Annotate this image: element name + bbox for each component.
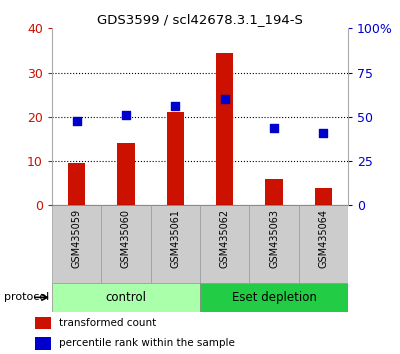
Text: GSM435063: GSM435063 — [269, 209, 279, 268]
Point — [123, 112, 129, 118]
Bar — [68, 163, 85, 205]
Point — [74, 118, 80, 124]
Point — [320, 130, 326, 136]
Bar — [299, 205, 348, 283]
Text: GSM435060: GSM435060 — [121, 209, 131, 268]
Text: GSM435061: GSM435061 — [170, 209, 180, 268]
Bar — [52, 283, 200, 312]
Point — [222, 96, 228, 102]
Bar — [200, 283, 348, 312]
Text: control: control — [106, 291, 146, 304]
Text: GSM435064: GSM435064 — [318, 209, 328, 268]
Bar — [117, 143, 135, 205]
Point — [271, 126, 277, 131]
Bar — [200, 205, 249, 283]
Point — [172, 103, 178, 109]
Bar — [216, 53, 233, 205]
Bar — [315, 188, 332, 205]
Text: Eset depletion: Eset depletion — [232, 291, 316, 304]
Bar — [36, 337, 51, 350]
Bar — [167, 113, 184, 205]
Text: transformed count: transformed count — [59, 318, 156, 328]
Bar — [36, 316, 51, 329]
Bar — [249, 205, 299, 283]
Text: percentile rank within the sample: percentile rank within the sample — [59, 338, 235, 348]
Bar — [101, 205, 151, 283]
Text: GSM435059: GSM435059 — [72, 209, 82, 268]
Bar — [151, 205, 200, 283]
Title: GDS3599 / scl42678.3.1_194-S: GDS3599 / scl42678.3.1_194-S — [97, 13, 303, 26]
Bar — [52, 205, 101, 283]
Bar — [265, 179, 283, 205]
Text: GSM435062: GSM435062 — [220, 209, 230, 268]
Text: protocol: protocol — [4, 292, 49, 302]
